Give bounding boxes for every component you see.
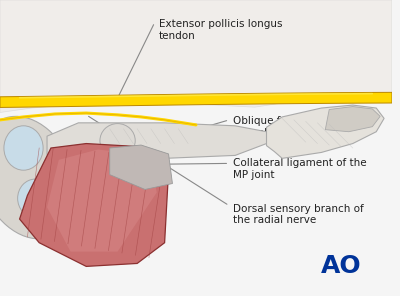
Polygon shape	[47, 123, 274, 158]
Polygon shape	[110, 145, 172, 189]
Polygon shape	[20, 144, 168, 266]
Polygon shape	[266, 105, 384, 158]
Ellipse shape	[100, 124, 135, 157]
Text: Extensor pollicis longus
tendon: Extensor pollicis longus tendon	[159, 19, 282, 41]
Text: AO: AO	[321, 254, 361, 279]
Polygon shape	[0, 0, 392, 112]
Ellipse shape	[18, 179, 53, 218]
Polygon shape	[0, 92, 392, 107]
Ellipse shape	[0, 116, 76, 239]
Polygon shape	[47, 149, 157, 252]
Text: Dorsal sensory branch of
the radial nerve: Dorsal sensory branch of the radial nerv…	[233, 204, 364, 225]
Polygon shape	[325, 107, 380, 132]
Ellipse shape	[4, 126, 43, 170]
Text: Collateral ligament of the
MP joint: Collateral ligament of the MP joint	[233, 158, 367, 180]
Text: Oblique fascicle adduc-
tor pollicis: Oblique fascicle adduc- tor pollicis	[233, 116, 356, 138]
